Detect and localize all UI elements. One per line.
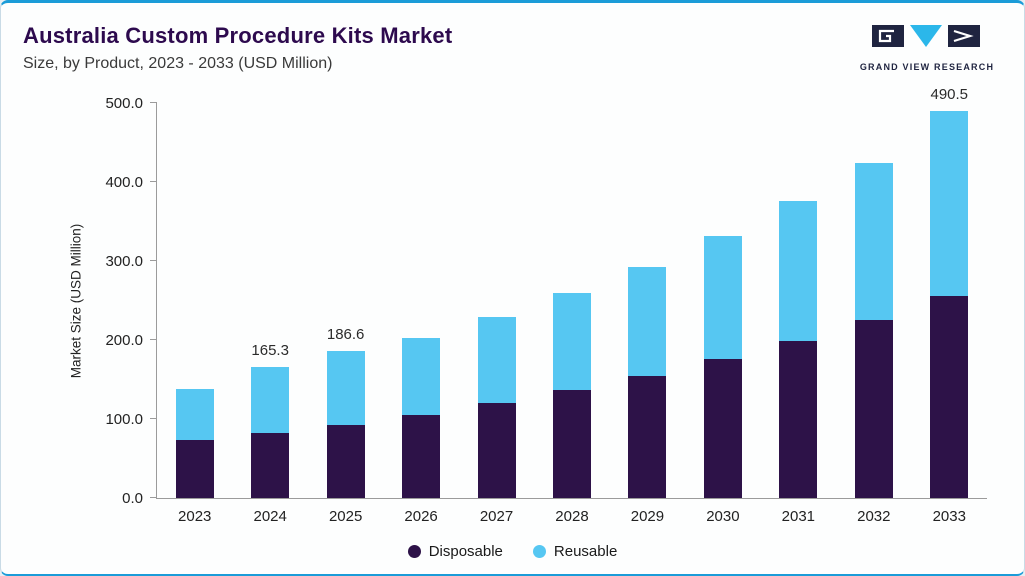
data-label-2025: 186.6 xyxy=(326,325,365,343)
bar-segment-reusable-2032 xyxy=(854,162,893,321)
x-tick-label-2024: 2024 xyxy=(253,508,287,525)
bar-segment-reusable-2024 xyxy=(251,367,290,433)
y-tick-label-500.0: 500.0 xyxy=(105,95,143,112)
bar-segment-disposable-2023 xyxy=(175,440,214,498)
x-tick-label-2027: 2027 xyxy=(479,508,514,525)
bar-2031 xyxy=(779,201,818,498)
x-tick-label-2032: 2032 xyxy=(857,508,891,525)
y-tick-mark-400.0 xyxy=(150,181,157,182)
bar-segment-reusable-2023 xyxy=(175,389,214,441)
bar-segment-reusable-2026 xyxy=(402,338,441,416)
bar-segment-disposable-2028 xyxy=(553,390,591,498)
y-tick-mark-100.0 xyxy=(150,418,157,419)
legend-label-disposable: Disposable xyxy=(428,543,503,560)
bar-segment-reusable-2031 xyxy=(779,201,818,341)
bar-2033 xyxy=(930,110,969,498)
bar-segment-disposable-2032 xyxy=(854,320,893,498)
y-tick-label-300.0: 300.0 xyxy=(105,253,143,270)
bar-2026 xyxy=(402,338,441,498)
x-tick-label-2030: 2030 xyxy=(706,508,740,525)
bar-segment-disposable-2026 xyxy=(402,415,441,498)
plot-area: 0.0 100.0 200.0 300.0 400.0 500.0 2023 165.3 202… xyxy=(105,86,987,525)
y-axis-title: Market Size (USD Million) xyxy=(68,223,84,379)
bar-segment-reusable-2033 xyxy=(930,110,969,297)
bar-segment-reusable-2028 xyxy=(553,293,591,391)
x-tick-label-2023: 2023 xyxy=(178,508,212,525)
bar-segment-disposable-2029 xyxy=(628,375,667,498)
bar-segment-reusable-2027 xyxy=(477,317,516,403)
y-tick-label-400.0: 400.0 xyxy=(105,174,143,191)
logo-text: GRAND VIEW RESEARCH xyxy=(859,62,995,72)
y-tick-mark-200.0 xyxy=(150,339,157,340)
y-tick-label-200.0: 200.0 xyxy=(105,332,143,349)
x-tick-label-2029: 2029 xyxy=(630,508,665,525)
x-tick-label-2031: 2031 xyxy=(781,508,816,525)
y-tick-mark-500.0 xyxy=(150,102,157,103)
bar-2032 xyxy=(854,162,893,498)
x-tick-label-2028: 2028 xyxy=(555,508,589,525)
legend-item-reusable: Reusable xyxy=(532,543,618,560)
legend-swatch-reusable xyxy=(532,545,546,558)
x-tick-label-2026: 2026 xyxy=(404,508,438,525)
grand-view-research-logo: GRAND VIEW RESEARCH xyxy=(852,25,1002,72)
bar-2030 xyxy=(703,236,742,498)
bar-segment-disposable-2031 xyxy=(779,340,818,498)
y-tick-label-100.0: 100.0 xyxy=(105,411,143,428)
chart-title: Australia Custom Procedure Kits Market xyxy=(23,23,453,48)
data-label-2033: 490.5 xyxy=(930,85,969,103)
bar-2024 xyxy=(251,367,290,498)
bar-2028 xyxy=(553,293,591,498)
bar-segment-disposable-2027 xyxy=(477,402,516,498)
bar-segment-disposable-2033 xyxy=(930,296,969,498)
chart-subtitle: Size, by Product, 2023 - 2033 (USD Milli… xyxy=(23,55,333,72)
y-tick-mark-300.0 xyxy=(150,260,157,261)
bar-segment-disposable-2025 xyxy=(326,424,365,498)
legend: Disposable Reusable xyxy=(1,543,1024,560)
chart-header: Australia Custom Procedure Kits Market S… xyxy=(23,23,452,73)
bar-segment-reusable-2025 xyxy=(326,350,365,425)
legend-swatch-disposable xyxy=(407,545,421,558)
bar-segment-disposable-2024 xyxy=(251,432,290,498)
bar-2023 xyxy=(175,389,214,498)
x-tick-label-2025: 2025 xyxy=(328,508,363,525)
bar-2027 xyxy=(477,317,516,498)
bar-segment-reusable-2029 xyxy=(628,266,667,376)
x-tick-label-2033: 2033 xyxy=(932,508,966,525)
bar-segment-reusable-2030 xyxy=(703,236,742,359)
data-label-2024: 165.3 xyxy=(251,342,289,360)
logo-glyphs xyxy=(872,25,980,47)
bar-2025 xyxy=(326,350,365,498)
y-tick-label-0.0: 0.0 xyxy=(122,490,143,507)
y-tick-mark-0.0 xyxy=(150,497,157,498)
bar-segment-disposable-2030 xyxy=(703,358,742,498)
legend-item-disposable: Disposable xyxy=(407,543,503,560)
bar-2029 xyxy=(628,266,667,498)
legend-label-reusable: Reusable xyxy=(553,543,618,560)
